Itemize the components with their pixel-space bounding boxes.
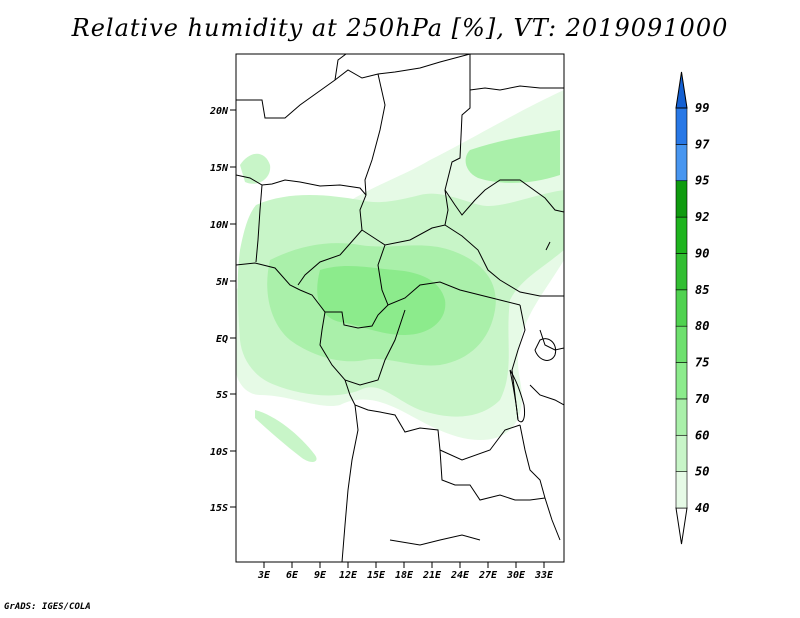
lat-label: 5S bbox=[216, 390, 228, 401]
lake-victoria bbox=[534, 338, 557, 361]
lat-label: 15N bbox=[210, 163, 229, 174]
colorbar-label: 80 bbox=[695, 319, 709, 333]
colorbar-segment bbox=[675, 216, 688, 254]
colorbar-label: 99 bbox=[695, 101, 709, 115]
colorbar-low-triangle bbox=[675, 507, 688, 545]
lon-label: 33E bbox=[534, 570, 554, 581]
lon-label: 9E bbox=[314, 570, 327, 581]
colorbar-high-triangle bbox=[675, 71, 688, 109]
lon-label: 18E bbox=[395, 570, 414, 581]
colorbar: 40 50 60 70 75 80 85 90 92 95 97 99 bbox=[675, 71, 710, 545]
lat-label: 10N bbox=[210, 220, 229, 231]
colorbar-label: 97 bbox=[695, 137, 710, 151]
lon-label: 12E bbox=[339, 570, 358, 581]
colorbar-segment bbox=[675, 362, 688, 400]
lon-label: 6E bbox=[286, 570, 299, 581]
colorbar-segment bbox=[675, 325, 688, 363]
colorbar-label: 70 bbox=[695, 392, 709, 406]
lat-label: EQ bbox=[216, 334, 228, 345]
lon-label: 27E bbox=[478, 570, 498, 581]
colorbar-segment bbox=[675, 144, 688, 182]
colorbar-label: 90 bbox=[695, 246, 709, 260]
colorbar-segment bbox=[675, 289, 688, 327]
colorbar-label: 92 bbox=[695, 210, 709, 224]
lake-tana bbox=[545, 241, 551, 251]
lon-label: 24E bbox=[450, 570, 470, 581]
colorbar-label: 85 bbox=[695, 283, 709, 297]
lon-label: 30E bbox=[506, 570, 526, 581]
latitude-axis: 20N 15N 10N 5N EQ 5S 10S 15S bbox=[209, 106, 236, 514]
colorbar-segment bbox=[675, 107, 688, 145]
map-title: Relative humidity at 250hPa [%], VT: 201… bbox=[71, 14, 729, 42]
map-frame bbox=[235, 53, 565, 563]
colorbar-label: 75 bbox=[695, 356, 709, 370]
grads-credit: GrADS: IGES/COLA bbox=[4, 602, 91, 612]
lat-label: 15S bbox=[210, 503, 228, 514]
colorbar-segment bbox=[675, 180, 688, 218]
lon-label: 21E bbox=[422, 570, 442, 581]
colorbar-segment bbox=[675, 253, 688, 291]
colorbar-label: 60 bbox=[695, 428, 709, 442]
rh-patch-northeast bbox=[465, 130, 560, 183]
lat-label: 10S bbox=[210, 447, 228, 458]
rh-patch-northwest bbox=[240, 153, 271, 184]
lake-tanganyika bbox=[509, 369, 525, 423]
lon-label: 15E bbox=[367, 570, 386, 581]
colorbar-segment bbox=[675, 434, 688, 472]
lon-label: 3E bbox=[257, 570, 271, 581]
rh-patch-southwest bbox=[255, 410, 317, 462]
lat-label: 20N bbox=[209, 106, 229, 117]
colorbar-label: 40 bbox=[695, 501, 709, 515]
rh-70-75-core bbox=[317, 265, 446, 335]
colorbar-label: 50 bbox=[695, 465, 709, 479]
country-borders bbox=[236, 54, 564, 562]
colorbar-label: 95 bbox=[695, 174, 709, 188]
longitude-axis: 3E 6E 9E 12E 15E 18E 21E 24E 27E 30E 33E bbox=[257, 562, 554, 581]
humidity-shading bbox=[236, 90, 564, 462]
colorbar-segment bbox=[675, 471, 688, 509]
lat-label: 5N bbox=[216, 277, 229, 288]
colorbar-segment bbox=[675, 398, 688, 436]
lakes bbox=[509, 241, 557, 423]
